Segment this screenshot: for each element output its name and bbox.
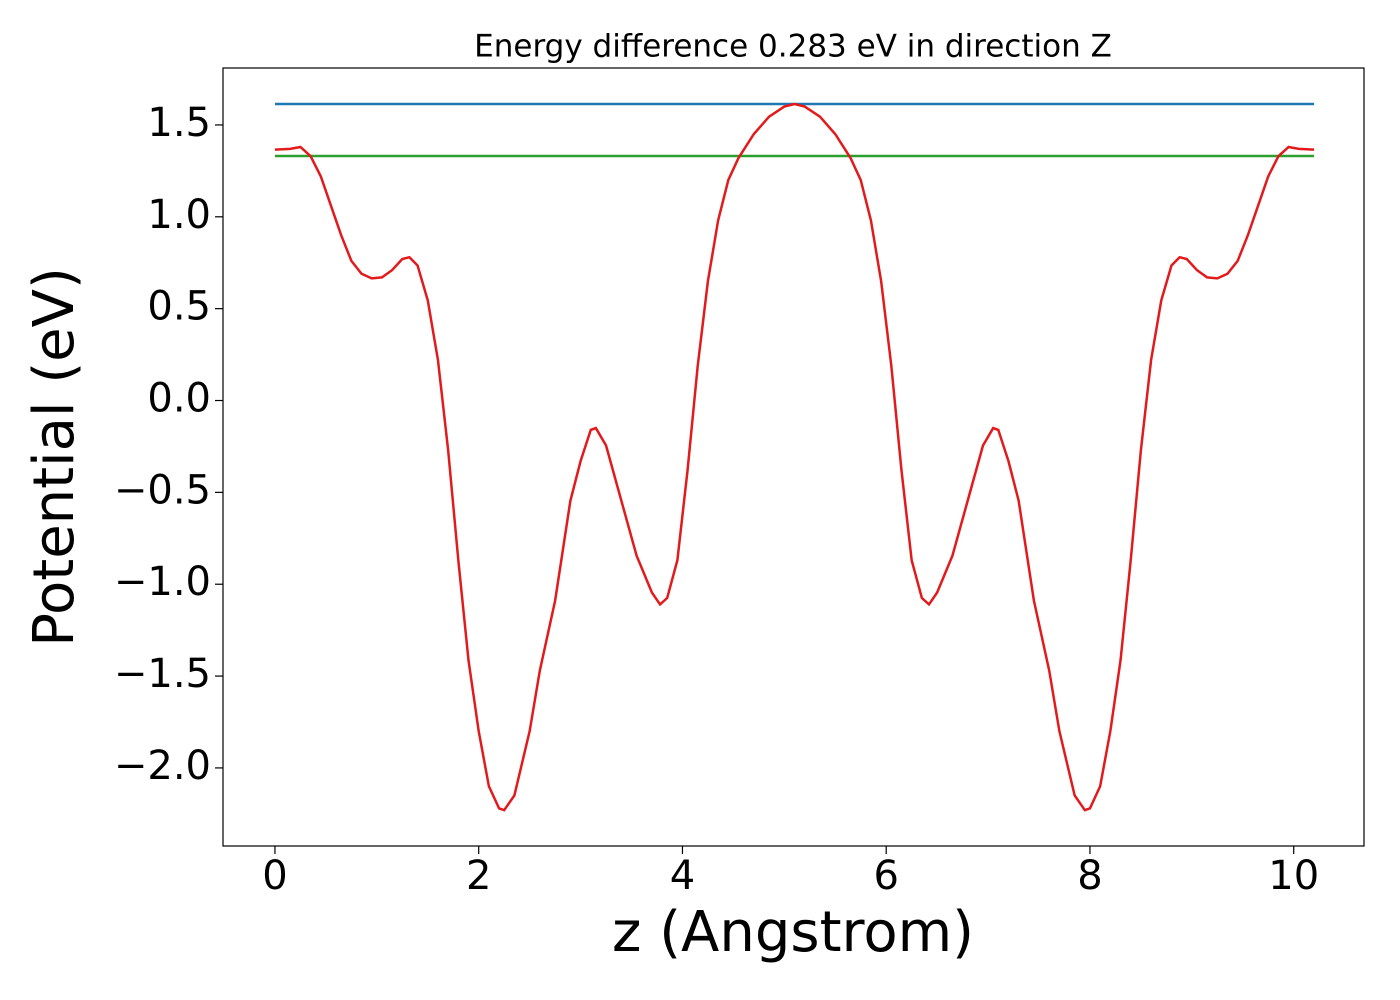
y-tick-label: −0.5 (114, 467, 211, 513)
x-tick-label: 4 (670, 853, 695, 899)
y-tick-label: −1.0 (114, 559, 211, 605)
plot-frame (222, 67, 1365, 847)
line-series (274, 102, 1315, 812)
x-tick-label: 2 (466, 853, 491, 899)
x-axis-label: z (Angstrom) (612, 900, 974, 965)
y-tick-label: −1.5 (114, 651, 211, 697)
y-tick-label: 1.5 (147, 100, 211, 146)
x-tick-label: 0 (262, 853, 287, 899)
chart-title: Energy difference 0.283 eV in direction … (474, 29, 1112, 65)
y-axis-label: Potential (eV) (22, 267, 87, 647)
y-tick-label: 1.0 (147, 192, 211, 238)
y-tick-label: 0.5 (147, 284, 211, 330)
x-tick-label: 10 (1268, 853, 1319, 899)
x-tick-label: 6 (873, 853, 898, 899)
y-tick-label: 0.0 (147, 376, 211, 422)
x-tick-label: 8 (1077, 853, 1102, 899)
y-tick-label: −2.0 (114, 743, 211, 789)
